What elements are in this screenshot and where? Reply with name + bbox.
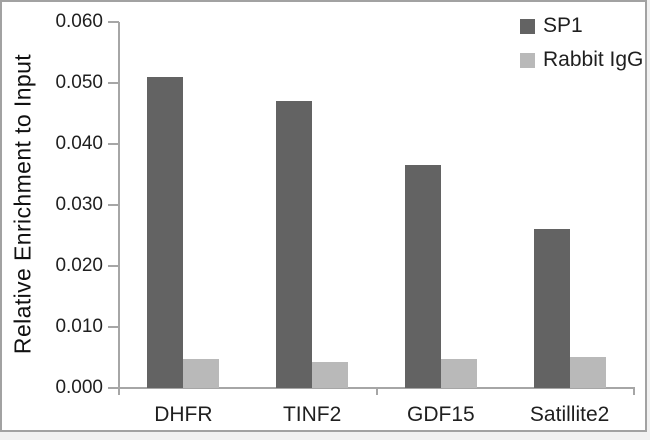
legend-swatch-sp1 [520, 19, 535, 34]
y-tick-label: 0.030 [55, 194, 103, 215]
x-category-label-satillite2: Satillite2 [529, 403, 610, 426]
y-tick-label: 0.050 [55, 72, 103, 93]
y-tick-mark [108, 265, 119, 267]
bar-rabbit-igg-tinf2 [312, 362, 349, 388]
x-category-label-dhfr: DHFR [154, 403, 213, 426]
legend-swatch-rabbit-igg [520, 53, 535, 68]
y-tick-label: 0.060 [55, 11, 103, 32]
bar-sp1-dhfr [147, 76, 184, 388]
y-axis-line [118, 22, 120, 388]
bar-sp1-satillite2 [533, 229, 570, 388]
bar-rabbit-igg-satillite2 [569, 356, 606, 388]
y-tick-label: 0.000 [55, 377, 103, 398]
bar-rabbit-igg-dhfr [183, 359, 220, 388]
x-tick-mark [118, 388, 120, 395]
chart-panel: Relative Enrichment to Input 0.000 0.010 0… [0, 0, 647, 432]
bar-sp1-tinf2 [276, 101, 313, 388]
legend-label-sp1: SP1 [543, 14, 583, 37]
y-tick-mark [108, 82, 119, 84]
y-tick-mark [108, 143, 119, 145]
y-tick-mark [108, 21, 119, 23]
y-tick-mark [108, 204, 119, 206]
bar-rabbit-igg-gdf15 [440, 358, 477, 388]
x-tick-mark [375, 388, 378, 395]
y-axis-title: Relative Enrichment to Input [9, 53, 36, 355]
bar-sp1-gdf15 [404, 165, 441, 388]
legend-label-rabbit-igg: Rabbit IgG [543, 48, 644, 71]
x-category-label-tinf2: TINF2 [282, 403, 342, 426]
y-tick-label: 0.020 [55, 255, 103, 276]
x-tick-mark [633, 388, 635, 395]
y-tick-label: 0.010 [55, 316, 103, 337]
y-tick-label: 0.040 [55, 133, 103, 154]
x-category-label-gdf15: GDF15 [407, 403, 475, 426]
y-tick-mark [108, 326, 119, 328]
y-tick-mark [108, 387, 119, 389]
